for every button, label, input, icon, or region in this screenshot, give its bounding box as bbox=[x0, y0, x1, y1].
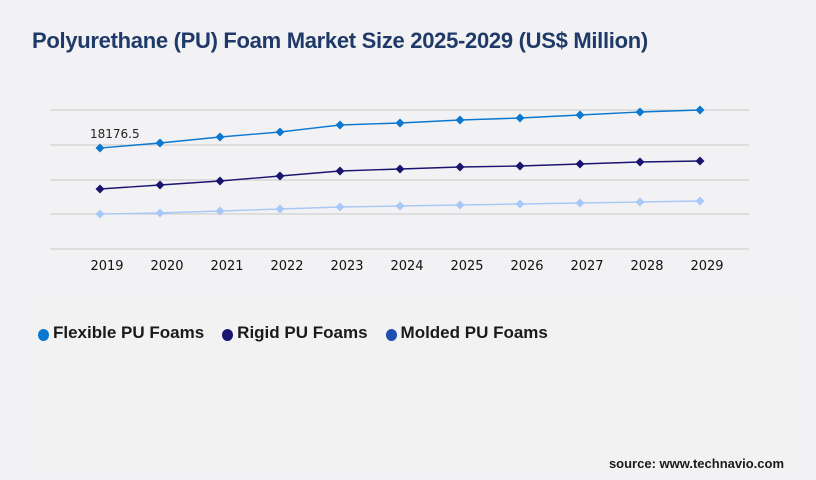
data-point-marker[interactable] bbox=[635, 107, 645, 117]
data-point-marker[interactable] bbox=[455, 162, 465, 172]
x-tick-label: 2023 bbox=[330, 259, 363, 274]
legend-item-flexible[interactable]: Flexible PU Foams bbox=[38, 323, 204, 343]
data-point-marker[interactable] bbox=[515, 199, 525, 209]
data-point-marker[interactable] bbox=[695, 196, 705, 206]
legend-label: Molded PU Foams bbox=[400, 323, 548, 342]
x-tick-label: 2022 bbox=[270, 259, 303, 274]
data-point-marker[interactable] bbox=[635, 197, 645, 207]
data-point-marker[interactable] bbox=[635, 157, 645, 167]
data-point-marker[interactable] bbox=[515, 161, 525, 171]
legend-panel bbox=[30, 300, 792, 470]
data-point-marker[interactable] bbox=[455, 115, 465, 125]
legend-label: Rigid PU Foams bbox=[237, 323, 368, 342]
legend-marker-icon bbox=[385, 329, 397, 341]
data-point-marker[interactable] bbox=[275, 127, 285, 137]
data-point-marker[interactable] bbox=[155, 138, 165, 148]
series-line bbox=[99, 109, 701, 149]
chart-title: Polyurethane (PU) Foam Market Size 2025-… bbox=[32, 28, 648, 53]
legend-marker-icon bbox=[38, 329, 49, 341]
data-point-marker[interactable] bbox=[335, 166, 345, 176]
data-point-marker[interactable] bbox=[335, 202, 345, 212]
data-point-marker[interactable] bbox=[215, 206, 225, 216]
data-label: 18176.5 bbox=[90, 127, 140, 141]
data-point-marker[interactable] bbox=[575, 198, 585, 208]
data-point-marker[interactable] bbox=[575, 110, 585, 120]
legend-item-molded[interactable]: Molded PU Foams bbox=[385, 323, 548, 343]
source-credit: source: www.technavio.com bbox=[608, 456, 784, 471]
data-point-marker[interactable] bbox=[215, 176, 225, 186]
line-chart: 2019 2020 2021 2022 2023 2024 2025 2026 2027 2028… bbox=[50, 105, 749, 274]
legend-label: Flexible PU Foams bbox=[53, 323, 205, 342]
data-point-marker[interactable] bbox=[95, 184, 105, 194]
x-tick-label: 2025 bbox=[450, 259, 483, 274]
x-axis-labels: 2019 2020 2021 2022 2023 2024 2025 2026 2027 2028… bbox=[90, 259, 723, 274]
data-point-marker[interactable] bbox=[515, 113, 525, 123]
x-tick-label: 2020 bbox=[150, 259, 183, 274]
data-point-marker[interactable] bbox=[395, 118, 405, 128]
data-point-marker[interactable] bbox=[215, 132, 225, 142]
legend-item-rigid[interactable]: Rigid PU Foams bbox=[222, 323, 368, 343]
x-tick-label: 2028 bbox=[630, 259, 663, 274]
data-point-marker[interactable] bbox=[695, 105, 705, 115]
x-tick-label: 2019 bbox=[90, 259, 123, 274]
data-point-marker[interactable] bbox=[155, 180, 165, 190]
series-lines bbox=[95, 105, 705, 219]
x-tick-label: 2027 bbox=[570, 259, 603, 274]
data-point-marker[interactable] bbox=[95, 209, 105, 219]
data-point-marker[interactable] bbox=[335, 120, 345, 130]
data-labels: 18176.5 bbox=[90, 127, 140, 141]
data-point-marker[interactable] bbox=[695, 156, 705, 166]
legend-marker-icon bbox=[222, 329, 234, 341]
data-point-marker[interactable] bbox=[575, 159, 585, 169]
data-point-marker[interactable] bbox=[455, 200, 465, 210]
data-point-marker[interactable] bbox=[275, 171, 285, 181]
data-point-marker[interactable] bbox=[395, 201, 405, 211]
data-point-marker[interactable] bbox=[395, 164, 405, 174]
x-tick-label: 2021 bbox=[210, 259, 243, 274]
data-point-marker[interactable] bbox=[275, 204, 285, 214]
x-tick-label: 2029 bbox=[690, 259, 723, 274]
x-tick-label: 2024 bbox=[390, 259, 423, 274]
data-point-marker[interactable] bbox=[155, 208, 165, 218]
grid-lines bbox=[50, 109, 749, 250]
data-point-marker[interactable] bbox=[95, 143, 105, 153]
x-tick-label: 2026 bbox=[510, 259, 543, 274]
legend: Flexible PU Foams Rigid PU Foams Molded … bbox=[38, 323, 548, 343]
